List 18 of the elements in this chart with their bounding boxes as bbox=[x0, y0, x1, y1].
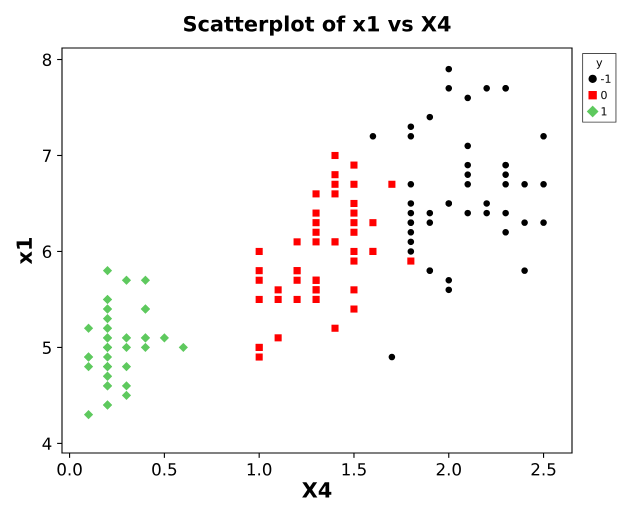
y-tick-label: 5 bbox=[42, 342, 51, 354]
x-tick-label: 0.0 bbox=[57, 463, 82, 476]
x-tick-label: 0.5 bbox=[152, 463, 176, 476]
x-tick-label: 2.0 bbox=[436, 463, 461, 476]
legend-label: 1 bbox=[602, 107, 606, 116]
x-tick-label: 1.5 bbox=[342, 463, 366, 476]
y-tick-label: 7 bbox=[43, 150, 51, 162]
legend-label: -1 bbox=[600, 74, 610, 83]
y-tick-label: 8 bbox=[42, 53, 52, 66]
x-tick-label: 1.0 bbox=[248, 463, 272, 476]
x-tick-label: 2.5 bbox=[532, 463, 556, 476]
y-tick-label: 6 bbox=[42, 245, 52, 258]
y-tick-label: 4 bbox=[42, 438, 52, 450]
x-axis-title: X4 bbox=[302, 482, 332, 498]
legend-title: y bbox=[596, 60, 602, 69]
y-axis-title: x1 bbox=[16, 238, 32, 264]
legend-label: 0 bbox=[601, 90, 607, 100]
chart-title: Scatterplot of x1 vs X4 bbox=[184, 16, 451, 36]
